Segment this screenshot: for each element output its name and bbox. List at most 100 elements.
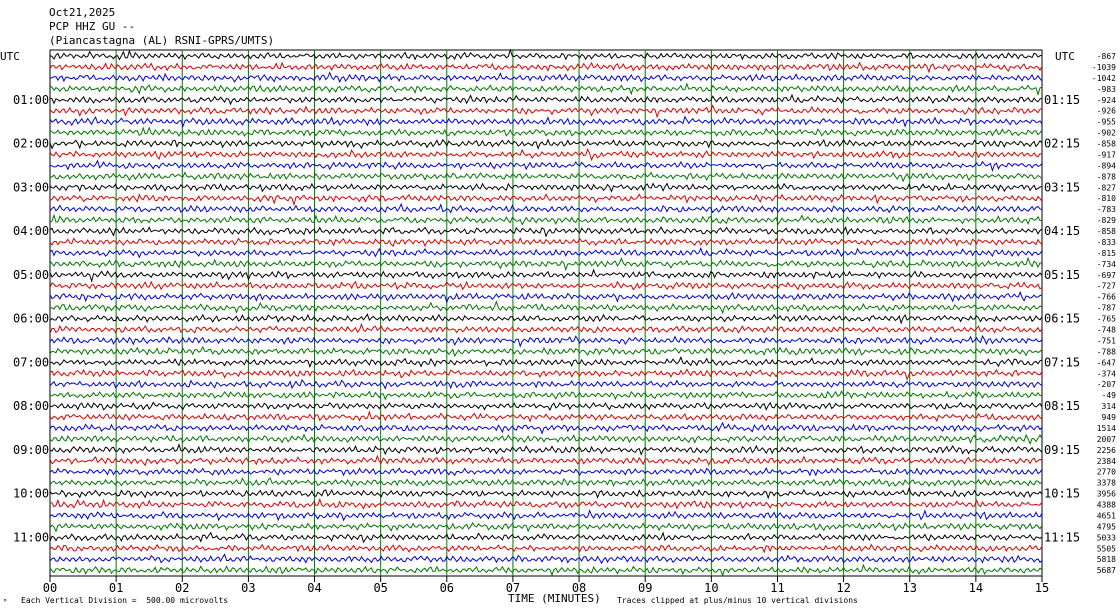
trace-offset-label: -766 [1097,293,1116,302]
trace-offset-label: 3378 [1097,479,1116,488]
trace-line [49,433,1043,446]
x-tick-label: 06 [440,581,454,595]
trace-line [49,82,1043,96]
hour-label-right: 03:15 [1044,180,1080,194]
hour-label-right: 01:15 [1044,93,1080,107]
trace-offset-label: -207 [1097,380,1116,389]
trace-line [49,213,1043,226]
trace-offset-label: -858 [1097,227,1116,236]
x-tick-label: 01 [109,581,123,595]
trace-line [49,159,1043,173]
trace-line [49,290,1043,304]
x-tick-label: 14 [969,581,983,595]
trace-line [49,477,1043,488]
hour-label-right: 06:15 [1044,312,1080,326]
x-tick-label: 05 [373,581,387,595]
trace-line [49,93,1043,106]
hour-label-right: 11:15 [1044,530,1080,544]
x-axis-title: TIME (MINUTES) [508,592,601,605]
trace-line [49,147,1043,162]
left-utc-label: UTC [0,50,20,63]
hour-label-right: 10:15 [1044,487,1080,501]
trace-line [49,202,1043,214]
trace-offset-label: -955 [1097,118,1116,127]
station-label: (Piancastagna (AL) RSNI-GPRS/UMTS) [49,34,275,47]
trace-line [49,486,1043,500]
trace-offset-label: 4651 [1097,511,1116,520]
trace-offset-label: 3956 [1097,490,1116,499]
trace-offset-label: -765 [1097,315,1116,324]
x-tick-label: 02 [175,581,189,595]
trace-line [49,322,1043,334]
trace-offset-label: -787 [1097,304,1116,313]
trace-line [49,466,1043,477]
trace-line [49,368,1043,381]
trace-offset-label: -374 [1097,369,1116,378]
trace-offset-label: -926 [1097,107,1116,116]
x-tick-label: 09 [638,581,652,595]
hour-label-left: 11:00 [13,530,49,544]
hour-label-left: 06:00 [13,312,49,326]
hour-label-left: 03:00 [13,180,49,194]
trace-offset-label: 5687 [1097,566,1116,575]
right-utc-label: UTC [1055,50,1075,63]
trace-offset-label: 2256 [1097,446,1116,455]
hour-label-left: 01:00 [13,93,49,107]
trace-line [49,553,1043,565]
trace-line [49,454,1043,467]
trace-offset-label: -783 [1097,205,1116,214]
hour-label-right: 07:15 [1044,355,1080,369]
x-tick-label: 15 [1035,581,1049,595]
trace-offset-label: 2007 [1097,435,1116,444]
trace-offset-label: -647 [1097,358,1116,367]
trace-offset-label: 4388 [1097,501,1116,510]
trace-offset-label: -917 [1097,150,1116,159]
trace-offset-label: -894 [1097,161,1116,170]
trace-offset-label: 5033 [1097,533,1116,542]
trace-offset-label: 2384 [1097,457,1116,466]
hour-label-right: 09:15 [1044,443,1080,457]
trace-line [49,71,1043,84]
trace-line [49,355,1043,369]
division-note: Each Vertical Division = 500.00 microvol… [21,596,229,605]
trace-line [49,237,1043,248]
hour-label-left: 05:00 [13,268,49,282]
trace-line [49,543,1043,554]
trace-line [49,410,1043,423]
x-tick-label: 13 [903,581,917,595]
trace-offset-label: -924 [1097,96,1116,105]
x-tick-label: 12 [836,581,850,595]
trace-line [49,48,1043,61]
trace-line [49,126,1043,138]
trace-offset-label: -1042 [1092,74,1116,83]
trace-offset-label: -827 [1097,183,1116,192]
hour-label-right: 02:15 [1044,137,1080,151]
hour-label-right: 08:15 [1044,399,1080,413]
trace-line [49,509,1043,522]
clip-note: Traces clipped at plus/minus 10 vertical… [617,596,858,605]
trace-line [49,268,1043,283]
trace-line [49,182,1043,193]
trace-line [49,497,1043,510]
trace-line [49,138,1043,150]
hour-label-left: 09:00 [13,443,49,457]
trace-offset-label: -829 [1097,216,1116,225]
trace-offset-label: -902 [1097,129,1116,138]
trace-line [49,421,1043,435]
trace-line [49,531,1043,544]
trace-offset-label: 5818 [1097,555,1116,564]
hour-label-left: 08:00 [13,399,49,413]
trace-line [49,256,1043,272]
trace-offset-label: 314 [1102,402,1117,411]
trace-offset-label: -833 [1097,238,1116,247]
trace-offset-label: 4795 [1097,522,1116,531]
footer-mark: ᴹ [3,598,8,606]
trace-offset-label: -734 [1097,260,1116,269]
hour-label-left: 04:00 [13,224,49,238]
trace-offset-label: -815 [1097,249,1116,258]
trace-offset-label: -788 [1097,347,1116,356]
trace-line [49,378,1043,390]
trace-offset-label: -727 [1097,282,1116,291]
trace-line [49,401,1043,412]
plot-frame [49,49,1043,577]
